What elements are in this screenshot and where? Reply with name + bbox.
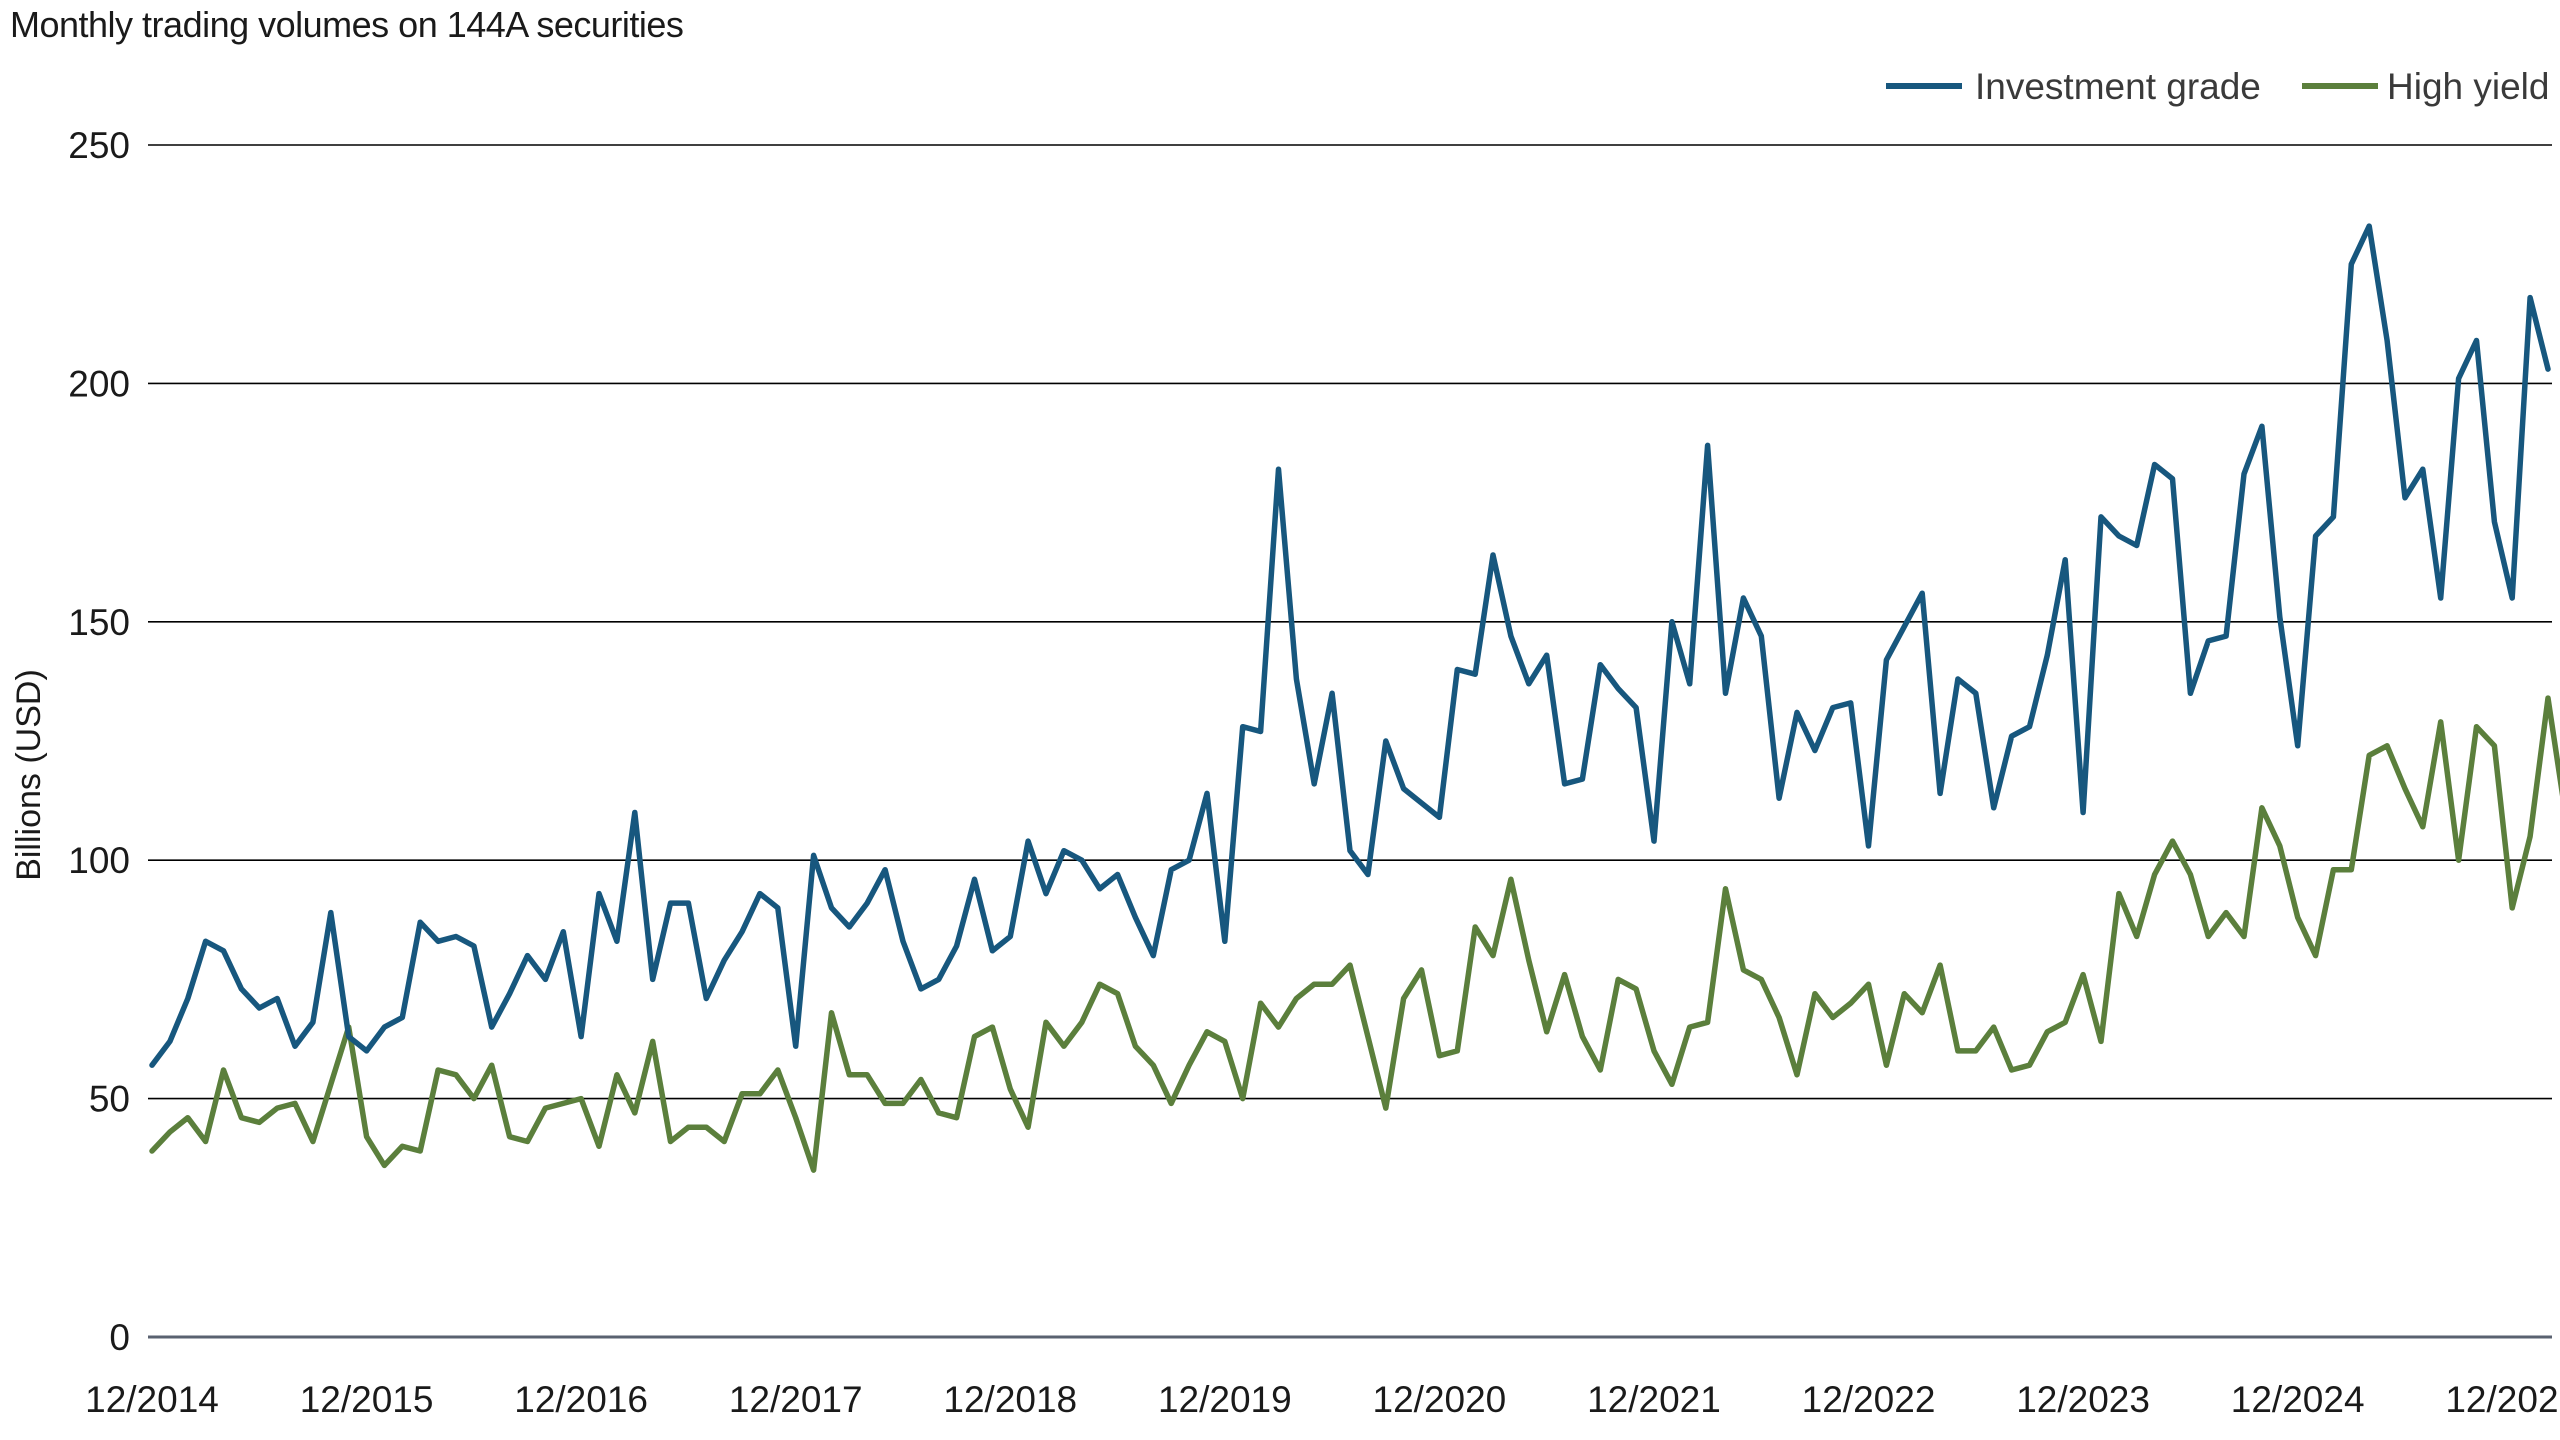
series-lines — [149, 223, 2560, 1173]
x-tick-label: 12/2020 — [1373, 1379, 1507, 1420]
x-tick-label: 12/2018 — [943, 1379, 1077, 1420]
y-tick-label: 50 — [89, 1079, 130, 1120]
x-tick-label: 12/2025 — [2445, 1379, 2560, 1420]
y-axis-title: Billions (USD) — [10, 669, 48, 881]
x-tick-label: 12/2021 — [1587, 1379, 1721, 1420]
legend-label: Investment grade — [1975, 66, 2261, 107]
legend: Investment grade High yield — [1886, 66, 2549, 107]
x-tick-label: 12/2022 — [1802, 1379, 1936, 1420]
x-tick-label: 12/2019 — [1158, 1379, 1292, 1420]
x-tick-label: 12/2024 — [2231, 1379, 2365, 1420]
y-tick-label: 150 — [68, 602, 130, 643]
y-tick-label: 100 — [68, 840, 130, 881]
y-tick-label: 0 — [109, 1317, 130, 1358]
gridlines — [148, 144, 2552, 1339]
y-tick-label: 200 — [68, 363, 130, 404]
x-tick-label: 12/2023 — [2016, 1379, 2150, 1420]
x-tick-label: 12/2014 — [85, 1379, 219, 1420]
legend-label: High yield — [2387, 66, 2549, 107]
investment-grade-line — [149, 223, 2551, 1068]
x-tick-label: 12/2015 — [300, 1379, 434, 1420]
y-axis-ticks: 0 50 100 150 200 250 — [68, 125, 130, 1358]
chart-title: Monthly trading volumes on 144A securiti… — [10, 4, 684, 45]
y-tick-label: 250 — [68, 125, 130, 166]
high-yield-line — [149, 695, 2560, 1173]
x-tick-label: 12/2016 — [514, 1379, 648, 1420]
x-tick-label: 12/2017 — [729, 1379, 863, 1420]
x-axis-ticks: 12/2014 12/2015 12/2016 12/2017 12/2018 12/20… — [85, 1379, 2560, 1420]
